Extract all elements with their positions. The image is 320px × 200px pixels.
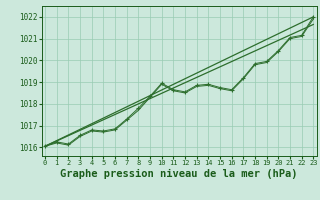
X-axis label: Graphe pression niveau de la mer (hPa): Graphe pression niveau de la mer (hPa) — [60, 169, 298, 179]
